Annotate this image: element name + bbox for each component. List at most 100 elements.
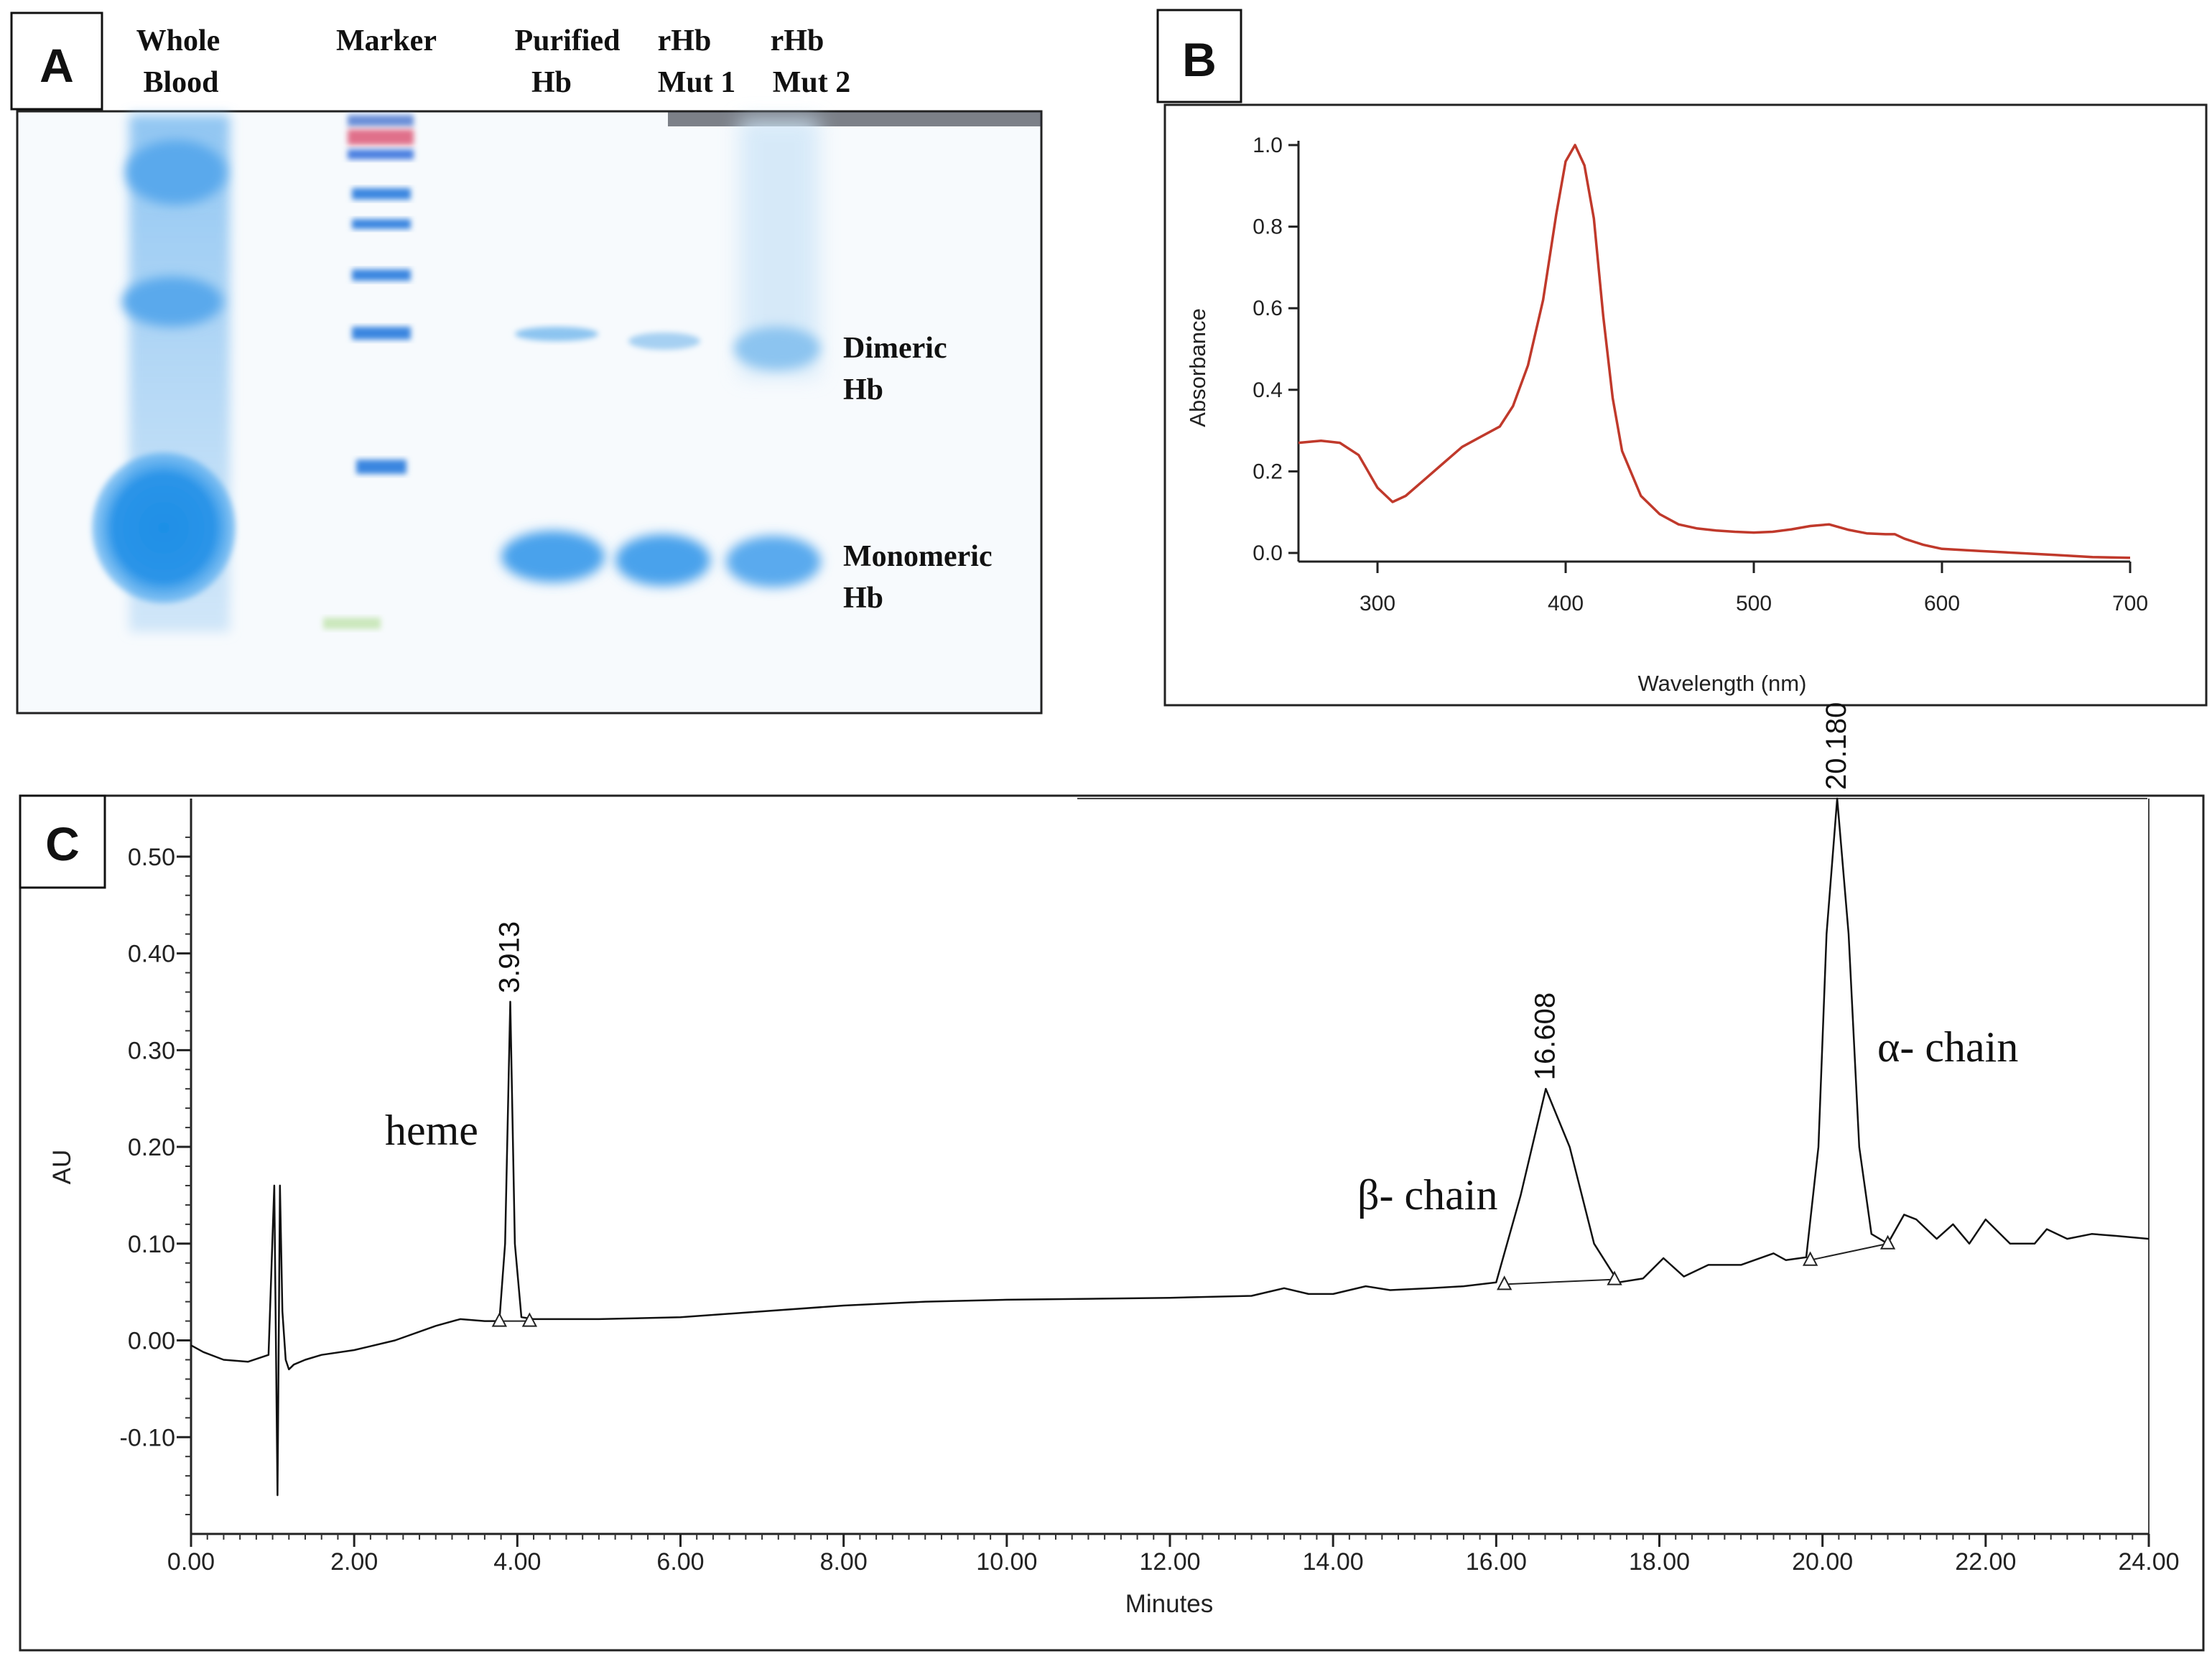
integration-marker	[521, 1312, 538, 1327]
integration-marker	[1879, 1234, 1896, 1250]
x-tick-label: 700	[2112, 592, 2148, 615]
panel-c-chromatogram: C -0.10 0.00 0.10 0.20 0.30 0.40 0.50 0.00 2.00 4…	[19, 702, 2205, 1652]
gel-band-monomer	[501, 531, 605, 582]
y-tick-label: 0.0	[1253, 541, 1283, 565]
y-tick-label: 0.4	[1253, 378, 1283, 402]
y-tick-label: 0.8	[1253, 215, 1283, 239]
y-tick-label: 0.40	[128, 941, 175, 968]
lane-label-purified-hb: Purified	[515, 24, 621, 57]
x-tick-label: 24.00	[2118, 1548, 2179, 1576]
peak-retention-label: 3.913	[493, 921, 525, 993]
gel-lane-purified-hb	[501, 327, 605, 582]
integration-baseline	[1504, 1278, 1615, 1285]
peak-name-heme: heme	[385, 1107, 478, 1154]
panel-b-frame	[1163, 103, 2208, 707]
peak-name-alpha-chain: α- chain	[1877, 1023, 2018, 1071]
lane-label-rhb-mut2: Mut 2	[773, 66, 851, 99]
marker-band	[323, 618, 381, 629]
panel-b-label: B	[1182, 33, 1217, 86]
x-tick-label: 2.00	[330, 1548, 378, 1576]
gel-band-dimer	[628, 332, 700, 350]
marker-band	[352, 269, 411, 281]
x-tick-label: 6.00	[656, 1548, 704, 1576]
gel-band-whole-blood-top	[126, 140, 226, 205]
gel-band-whole-blood-monomer	[92, 452, 236, 603]
panel-c-x-axis-label: Minutes	[1125, 1590, 1214, 1618]
lane-label-rhb-mut1: rHb	[658, 24, 712, 57]
x-tick-label: 500	[1736, 592, 1772, 615]
marker-band	[352, 219, 411, 229]
band-label-monomeric: Hb	[843, 582, 883, 615]
marker-band	[348, 115, 414, 126]
gel-lane-rhb-mut1	[615, 332, 710, 586]
panel-b-axes	[1297, 141, 2130, 563]
x-tick-label: 14.00	[1303, 1548, 1364, 1576]
panel-a-label-box	[10, 11, 103, 111]
gel-band-monomer	[726, 536, 821, 587]
chromatogram-line	[190, 797, 2150, 1497]
gel-lane-rhb-mut2	[726, 118, 821, 587]
x-tick-label: 600	[1924, 592, 1960, 615]
panel-b-spectrum: B 0.0 0.2 0.4 0.6 0.8 1.0 300 400 500 600 700 Wave…	[1156, 9, 2208, 707]
peak-retention-label: 20.180	[1821, 702, 1852, 790]
lane-label-rhb-mut1: Mut 1	[658, 66, 736, 99]
marker-band	[352, 188, 411, 200]
y-tick-label: 0.2	[1253, 460, 1283, 483]
panel-c-ticks: -0.10 0.00 0.10 0.20 0.30 0.40 0.50 0.00 2.00 4.0…	[120, 836, 2180, 1576]
band-label-dimeric: Dimeric	[843, 332, 947, 365]
lane-label-rhb-mut2: rHb	[771, 24, 824, 57]
panel-c-integration-markers	[491, 1234, 1896, 1327]
band-label-dimeric: Hb	[843, 373, 883, 406]
x-tick-label: 4.00	[493, 1548, 541, 1576]
gel-band-monomer	[615, 534, 710, 586]
lane-label-whole-blood: Blood	[143, 66, 218, 99]
x-tick-label: 0.00	[167, 1548, 215, 1576]
y-tick-label: 0.10	[128, 1231, 175, 1258]
marker-band	[348, 129, 414, 145]
panel-c-label-box	[19, 794, 106, 889]
panel-c-label: C	[45, 817, 80, 870]
integration-baseline	[1810, 1242, 1888, 1261]
panel-c-frame	[19, 794, 2205, 1652]
x-tick-label: 300	[1360, 592, 1395, 615]
peak-name-beta-chain: β- chain	[1357, 1171, 1497, 1219]
y-tick-label: 0.20	[128, 1134, 175, 1161]
x-tick-label: 22.00	[1955, 1548, 2016, 1576]
marker-band	[348, 149, 414, 159]
x-tick-label: 16.00	[1466, 1548, 1527, 1576]
panel-c-y-axis-label: AU	[48, 1150, 76, 1185]
panel-c-series	[190, 797, 2150, 1497]
integration-marker	[1497, 1275, 1512, 1290]
x-tick-label: 400	[1548, 592, 1584, 615]
panel-a-label: A	[40, 39, 74, 92]
panel-b-label-box	[1156, 9, 1242, 103]
gel-lane-marker	[323, 115, 414, 629]
panel-a-gel: A Whole Blood Marker Purified Hb rHb Mut…	[10, 11, 1043, 715]
lane-label-purified-hb: Hb	[531, 66, 572, 99]
y-tick-label: 1.0	[1253, 134, 1283, 157]
x-tick-label: 18.00	[1629, 1548, 1690, 1576]
gel-band-dimer	[515, 327, 598, 341]
panel-b-y-axis-label: Absorbance	[1185, 308, 1210, 427]
gel-band-dimer	[734, 327, 820, 370]
peak-retention-label: 16.608	[1529, 992, 1561, 1080]
gel-top-shadow	[668, 112, 1041, 126]
y-tick-label: 0.30	[128, 1037, 175, 1064]
gel-band-whole-blood-dimer	[122, 276, 223, 327]
panel-c-peak-labels: 3.913 16.608 20.180	[493, 702, 1852, 1081]
panel-b-ticks: 0.0 0.2 0.4 0.6 0.8 1.0 300 400 500 600 700	[1253, 134, 2148, 615]
band-label-monomeric: Monomeric	[843, 540, 993, 573]
y-tick-label: 0.6	[1253, 297, 1283, 320]
lane-label-marker: Marker	[336, 24, 437, 57]
integration-marker	[1607, 1270, 1622, 1285]
integration-marker	[1802, 1251, 1818, 1266]
y-tick-label: 0.50	[128, 844, 175, 871]
gel-lane-whole-blood	[92, 115, 236, 632]
lane-label-whole-blood: Whole	[136, 24, 220, 57]
marker-band	[352, 327, 411, 340]
panel-b-series	[1298, 144, 2131, 559]
x-tick-label: 12.00	[1139, 1548, 1200, 1576]
integration-marker	[491, 1312, 508, 1327]
spectrum-line	[1298, 144, 2131, 559]
